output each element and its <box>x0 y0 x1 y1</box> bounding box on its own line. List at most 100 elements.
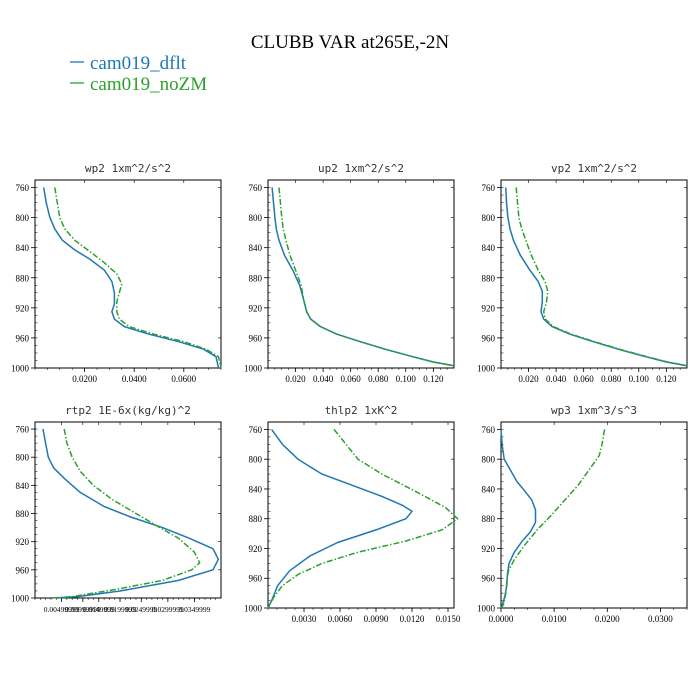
series-line-cam019_dflt <box>500 429 537 609</box>
y-tick-label: 960 <box>16 565 30 575</box>
legend-label-nozm: cam019_noZM <box>90 74 207 95</box>
x-tick-label: 0.0200 <box>72 374 97 384</box>
panel-title: thlp2 1xK^2 <box>325 404 398 417</box>
x-tick-label: 0.0349999 <box>178 605 210 614</box>
panel-title: rtp2 1E-6x(kg/kg)^2 <box>65 404 191 417</box>
plot-frame <box>34 179 222 369</box>
legend: cam019_dflt cam019_noZM <box>70 53 207 95</box>
y-tick-label: 1000 <box>477 604 496 614</box>
x-tick-label: 0.0120 <box>400 614 425 624</box>
y-tick-label: 920 <box>482 303 496 313</box>
x-tick-label: 0.0400 <box>122 374 147 384</box>
x-tick-label: 0.00999999 <box>65 605 101 614</box>
y-tick-label: 880 <box>249 514 263 524</box>
x-tick-label: 0.060 <box>574 374 595 384</box>
figure-title: CLUBB VAR at265E,-2N <box>251 32 450 53</box>
y-tick-label: 920 <box>249 544 263 554</box>
y-tick-label: 840 <box>16 243 30 253</box>
x-tick-label: 0.120 <box>423 374 444 384</box>
plot-frame <box>500 179 688 369</box>
x-tick-label: 0.0100 <box>542 614 567 624</box>
y-tick-label: 800 <box>16 213 30 223</box>
x-tick-label: 0.020 <box>285 374 306 384</box>
y-tick-label: 920 <box>16 537 30 547</box>
x-tick-label: 0.120 <box>656 374 677 384</box>
y-tick-label: 1000 <box>11 594 30 604</box>
y-tick-label: 880 <box>16 509 30 519</box>
panel-2: up2 1xm^2/s^2 760 800 840 880 920 960 1000 0.020… <box>244 162 455 384</box>
panel-1: wp2 1xm^2/s^2 760 800 840 880 920 960 1000 0.020… <box>11 162 222 384</box>
x-tick-label: 0.0199999 <box>104 605 136 614</box>
y-tick-label: 880 <box>249 273 263 283</box>
series-line-cam019_dflt <box>42 187 220 369</box>
y-tick-label: 960 <box>482 574 496 584</box>
panel-4: rtp2 1E-6x(kg/kg)^2 760 800 840 880 920 960 100… <box>11 404 222 614</box>
y-tick-label: 760 <box>482 425 496 435</box>
y-tick-label: 800 <box>482 213 496 223</box>
y-tick-label: 760 <box>249 183 263 193</box>
series-line-cam019_noZM <box>50 428 201 599</box>
x-tick-label: 0.0030 <box>292 614 317 624</box>
x-tick-label: 0.020 <box>518 374 539 384</box>
y-tick-label: 880 <box>482 273 496 283</box>
y-tick-label: 1000 <box>244 604 263 614</box>
panel-title: up2 1xm^2/s^2 <box>318 162 404 175</box>
x-tick-label: 0.0600 <box>171 374 196 384</box>
panel-title: vp2 1xm^2/s^2 <box>551 162 637 175</box>
x-tick-label: 0.0149999 <box>83 605 115 614</box>
x-tick-label: 0.100 <box>396 374 417 384</box>
x-tick-label: 0.080 <box>601 374 622 384</box>
x-tick-label: 0.040 <box>546 374 567 384</box>
x-tick-label: 0.040 <box>313 374 334 384</box>
series-line-cam019_dflt <box>505 187 688 367</box>
y-tick-label: 800 <box>16 453 30 463</box>
y-tick-label: 960 <box>482 333 496 343</box>
panel-3: vp2 1xm^2/s^2 760 800 840 880 920 960 1000 0.020… <box>477 162 688 384</box>
x-tick-label: 0.0060 <box>328 614 353 624</box>
y-tick-label: 880 <box>16 273 30 283</box>
x-tick-label: 0.0200 <box>595 614 620 624</box>
y-tick-label: 840 <box>16 481 30 491</box>
panels: wp2 1xm^2/s^2 760 800 840 880 920 960 1000 0.020… <box>11 162 688 624</box>
y-tick-label: 1000 <box>244 364 263 374</box>
y-tick-label: 800 <box>249 213 263 223</box>
y-tick-label: 760 <box>16 425 30 435</box>
legend-label-dflt: cam019_dflt <box>90 53 187 74</box>
plot-frame <box>267 179 455 369</box>
y-tick-label: 1000 <box>11 364 30 374</box>
y-tick-label: 960 <box>249 574 263 584</box>
y-tick-label: 880 <box>482 514 496 524</box>
x-tick-label: 0.0299999 <box>152 605 184 614</box>
y-tick-label: 920 <box>482 544 496 554</box>
y-tick-label: 760 <box>482 183 496 193</box>
x-tick-label: 0.100 <box>629 374 650 384</box>
panel-6: wp3 1xm^3/s^3 760 800 840 880 920 960 10000.000… <box>477 404 688 624</box>
series-line-cam019_dflt <box>267 428 413 609</box>
x-tick-label: 0.0090 <box>364 614 389 624</box>
y-tick-label: 800 <box>482 455 496 465</box>
y-tick-label: 920 <box>249 303 263 313</box>
plot-frame <box>34 421 222 599</box>
y-tick-label: 800 <box>249 455 263 465</box>
series-line-cam019_dflt <box>42 428 220 599</box>
panel-title: wp2 1xm^2/s^2 <box>85 162 171 175</box>
x-tick-label: 0.0249999 <box>125 605 157 614</box>
y-tick-label: 840 <box>482 484 496 494</box>
y-tick-label: 960 <box>16 333 30 343</box>
series-line-cam019_noZM <box>500 429 606 609</box>
panel-5: thlp2 1xK^2 760 800 840 880 920 960 1000 0.0030 0… <box>244 404 461 624</box>
y-tick-label: 920 <box>16 303 30 313</box>
y-tick-label: 840 <box>482 243 496 253</box>
panel-title: wp3 1xm^3/s^3 <box>551 404 637 417</box>
series-line-cam019_noZM <box>267 428 459 609</box>
x-tick-label: 0.0300 <box>648 614 673 624</box>
x-tick-label: 0.0150 <box>436 614 461 624</box>
x-tick-label: 0.060 <box>341 374 362 384</box>
y-tick-label: 760 <box>249 425 263 435</box>
y-tick-label: 960 <box>249 333 263 343</box>
y-tick-label: 840 <box>249 243 263 253</box>
series-line-cam019_noZM <box>278 187 455 367</box>
y-tick-label: 760 <box>16 183 30 193</box>
